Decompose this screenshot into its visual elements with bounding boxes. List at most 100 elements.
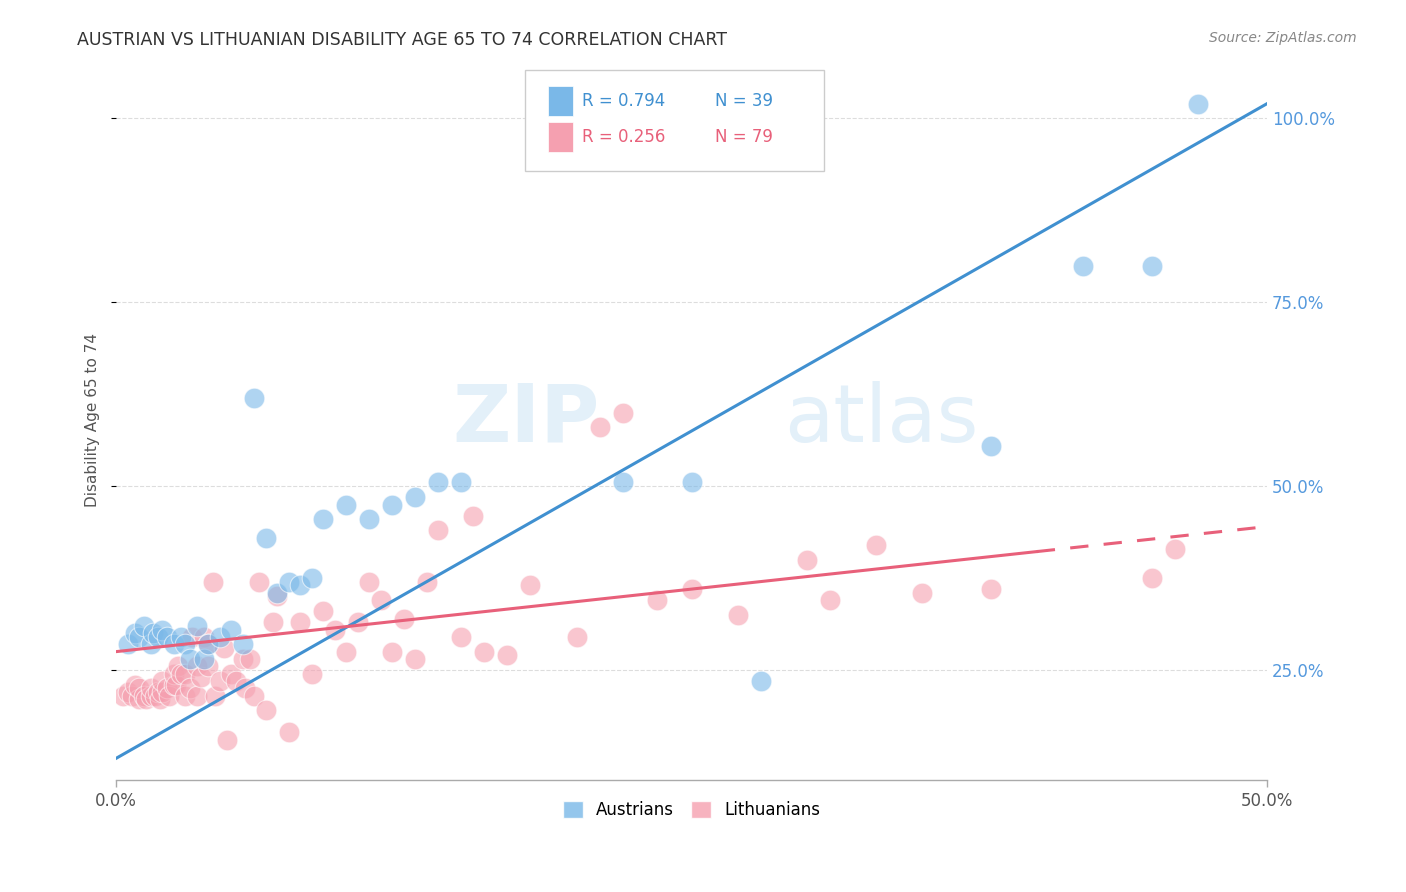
Point — [474, 644, 496, 658]
Point — [233, 681, 256, 696]
Point — [301, 666, 323, 681]
Point — [132, 689, 155, 703]
Point — [381, 644, 404, 658]
Point — [232, 637, 254, 651]
Point — [208, 630, 231, 644]
Point — [254, 531, 277, 545]
Text: N = 39: N = 39 — [714, 92, 773, 110]
Point — [135, 692, 157, 706]
Point — [139, 681, 162, 696]
Point — [980, 582, 1002, 596]
Point — [301, 571, 323, 585]
Point — [150, 673, 173, 688]
Point — [186, 659, 208, 673]
Point — [142, 626, 165, 640]
Point — [1187, 96, 1209, 111]
Point — [193, 630, 215, 644]
Point — [117, 685, 139, 699]
Point — [247, 574, 270, 589]
Point — [911, 586, 934, 600]
Point — [496, 648, 519, 663]
Point — [239, 652, 262, 666]
Point — [519, 578, 541, 592]
Point — [588, 420, 610, 434]
Point — [215, 732, 238, 747]
Point — [749, 673, 772, 688]
Point — [139, 689, 162, 703]
Point — [149, 692, 172, 706]
Point — [1071, 259, 1094, 273]
Point — [197, 659, 219, 673]
Point — [980, 439, 1002, 453]
Point — [262, 615, 284, 630]
Bar — [548, 86, 574, 116]
Point — [214, 640, 236, 655]
Point — [128, 692, 150, 706]
Point — [170, 666, 193, 681]
Point — [1140, 259, 1163, 273]
Point — [565, 630, 588, 644]
Point — [124, 678, 146, 692]
Legend: Austrians, Lithuanians: Austrians, Lithuanians — [557, 795, 827, 826]
Point — [132, 619, 155, 633]
Point — [190, 670, 212, 684]
Point — [167, 659, 190, 673]
Point — [150, 685, 173, 699]
Point — [335, 498, 357, 512]
Point — [404, 490, 426, 504]
Point — [312, 604, 335, 618]
Point — [277, 725, 299, 739]
Point — [165, 678, 187, 692]
Point — [266, 590, 288, 604]
Point — [139, 637, 162, 651]
Point — [645, 593, 668, 607]
Point — [266, 586, 288, 600]
Point — [323, 623, 346, 637]
Point — [416, 574, 439, 589]
Point — [359, 512, 381, 526]
Point — [197, 637, 219, 651]
Point — [254, 703, 277, 717]
Text: Source: ZipAtlas.com: Source: ZipAtlas.com — [1209, 31, 1357, 45]
Point — [221, 666, 243, 681]
Point — [186, 689, 208, 703]
Text: R = 0.794: R = 0.794 — [582, 92, 665, 110]
Point — [124, 626, 146, 640]
Point — [404, 652, 426, 666]
Point — [128, 681, 150, 696]
Point — [112, 689, 135, 703]
FancyBboxPatch shape — [524, 70, 824, 171]
Text: N = 79: N = 79 — [714, 128, 772, 145]
Point — [612, 475, 634, 490]
Point — [170, 630, 193, 644]
Point — [450, 630, 472, 644]
Point — [359, 574, 381, 589]
Point — [290, 578, 312, 592]
Point — [1140, 571, 1163, 585]
Point — [370, 593, 392, 607]
Point — [204, 689, 226, 703]
Point — [243, 391, 266, 405]
Point — [312, 512, 335, 526]
Point — [221, 623, 243, 637]
Text: ZIP: ZIP — [453, 381, 599, 459]
Point — [392, 611, 415, 625]
Text: AUSTRIAN VS LITHUANIAN DISABILITY AGE 65 TO 74 CORRELATION CHART: AUSTRIAN VS LITHUANIAN DISABILITY AGE 65… — [77, 31, 727, 49]
Point — [727, 607, 749, 622]
Point — [156, 681, 179, 696]
Point — [818, 593, 841, 607]
Point — [427, 523, 450, 537]
Point — [174, 666, 197, 681]
Point — [347, 615, 370, 630]
Point — [145, 689, 167, 703]
Point — [121, 689, 143, 703]
Point — [174, 689, 197, 703]
Point — [181, 630, 204, 644]
Point — [225, 673, 247, 688]
Point — [193, 652, 215, 666]
Point — [450, 475, 472, 490]
Point — [163, 637, 186, 651]
Point — [381, 498, 404, 512]
Point — [128, 630, 150, 644]
Y-axis label: Disability Age 65 to 74: Disability Age 65 to 74 — [86, 333, 100, 507]
